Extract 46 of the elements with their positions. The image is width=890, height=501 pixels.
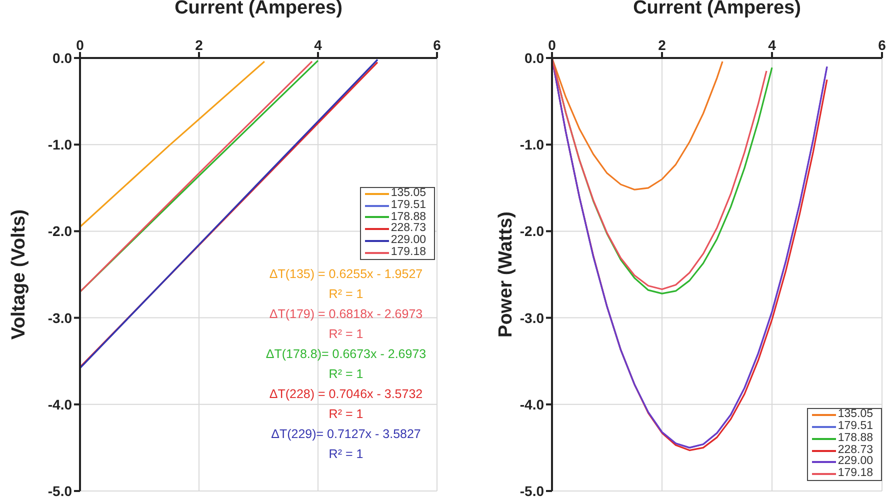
y-tick-label: -2.0 — [520, 223, 544, 240]
annotation: R² = 1 — [328, 286, 364, 303]
annotation: R² = 1 — [328, 326, 364, 343]
x-tick-label: 6 — [878, 37, 886, 53]
legend-label: 178.88 — [838, 432, 873, 445]
x-tick-label: 0 — [548, 37, 556, 53]
y-tick-label: -5.0 — [48, 482, 72, 499]
x-axis-title: Current (Amperes) — [633, 0, 801, 18]
y-tick-label: -3.0 — [520, 310, 544, 326]
x-axis-title: Current (Amperes) — [174, 0, 342, 18]
annotation: ΔT(229)= 0.7127x - 3.5827 — [270, 426, 422, 443]
x-tick-label: 2 — [195, 37, 204, 53]
y-tick-label: -1.0 — [48, 136, 72, 153]
y-tick-label: -2.0 — [48, 223, 72, 240]
y-tick-label: -3.0 — [48, 310, 72, 326]
annotation: ΔT(228) = 0.7046x - 3.5732 — [268, 386, 424, 403]
legend-label: 135.05 — [838, 408, 873, 421]
legend-label: 179.18 — [838, 467, 873, 480]
y-tick-label: -5.0 — [520, 482, 544, 499]
legend-label: 228.73 — [390, 222, 426, 235]
x-tick-label: 0 — [76, 37, 84, 53]
x-tick-label: 6 — [433, 37, 442, 53]
annotation: R² = 1 — [328, 406, 364, 423]
legend-label: 229.00 — [838, 455, 873, 468]
y-tick-label: -4.0 — [520, 396, 544, 412]
y-tick-label: 0.0 — [524, 50, 544, 66]
annotation: ΔT(178.8)= 0.6673x - 2.6973 — [264, 346, 428, 363]
legend-label: 178.88 — [390, 210, 426, 223]
x-tick-label: 4 — [768, 37, 776, 53]
legend-label: 228.73 — [838, 444, 873, 456]
annotation: ΔT(179) = 0.6818x - 2.6973 — [268, 306, 424, 323]
legend-label: 229.00 — [390, 234, 426, 247]
legend-label: 179.51 — [838, 420, 873, 433]
y-tick-label: 0.0 — [52, 50, 72, 66]
annotation: R² = 1 — [328, 366, 364, 383]
y-tick-label: -1.0 — [520, 136, 544, 153]
annotation: R² = 1 — [328, 446, 364, 463]
y-axis-title: Power (Watts) — [496, 212, 517, 338]
legend-label: 135.05 — [390, 187, 426, 200]
x-tick-label: 4 — [314, 37, 322, 53]
legend-label: 179.18 — [390, 246, 426, 259]
y-axis-title: Voltage (Volts) — [8, 209, 30, 340]
legend-label: 179.51 — [390, 198, 426, 212]
y-tick-label: -4.0 — [48, 396, 72, 412]
annotation: ΔT(135) = 0.6255x - 1.9527 — [268, 266, 424, 283]
x-tick-label: 2 — [658, 37, 666, 53]
